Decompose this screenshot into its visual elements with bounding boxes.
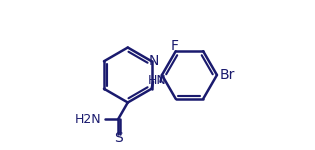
Text: Br: Br: [219, 68, 235, 82]
Text: H2N: H2N: [74, 113, 101, 126]
Text: N: N: [149, 54, 159, 68]
Text: F: F: [171, 39, 179, 53]
Text: S: S: [114, 131, 123, 145]
Text: HN: HN: [147, 74, 166, 87]
